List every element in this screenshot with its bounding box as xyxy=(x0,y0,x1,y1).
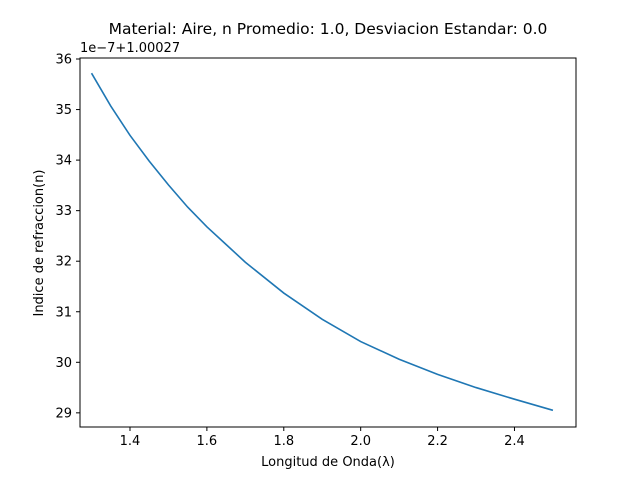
y-axis: 29 30 31 32 33 34 35 36 xyxy=(55,53,80,421)
y-tick-label: 29 xyxy=(55,406,72,421)
y-tick-label: 36 xyxy=(55,53,72,68)
y-tick-label: 33 xyxy=(55,204,72,219)
chart-title: Material: Aire, n Promedio: 1.0, Desviac… xyxy=(109,20,548,38)
y-tick-label: 31 xyxy=(55,305,72,320)
x-tick-label: 1.8 xyxy=(273,434,294,449)
x-axis-label: Longitud de Onda(λ) xyxy=(261,455,395,470)
x-tick-label: 2.0 xyxy=(350,434,371,449)
y-tick-label: 30 xyxy=(55,356,72,371)
x-tick-label: 1.4 xyxy=(120,434,141,449)
y-offset-text: 1e−7+1.00027 xyxy=(80,41,180,56)
y-tick-label: 32 xyxy=(55,255,72,270)
plot-area xyxy=(79,57,577,428)
x-tick-label: 2.4 xyxy=(504,434,525,449)
x-axis: 1.4 1.6 1.8 2.0 2.2 2.4 xyxy=(120,427,525,449)
x-tick-label: 1.6 xyxy=(197,434,218,449)
x-tick-label: 2.2 xyxy=(427,434,448,449)
series-line xyxy=(90,72,554,412)
y-axis-label: Indice de refraccion(n) xyxy=(32,169,47,316)
y-tick-label: 34 xyxy=(55,154,72,169)
y-tick-label: 35 xyxy=(55,103,72,118)
